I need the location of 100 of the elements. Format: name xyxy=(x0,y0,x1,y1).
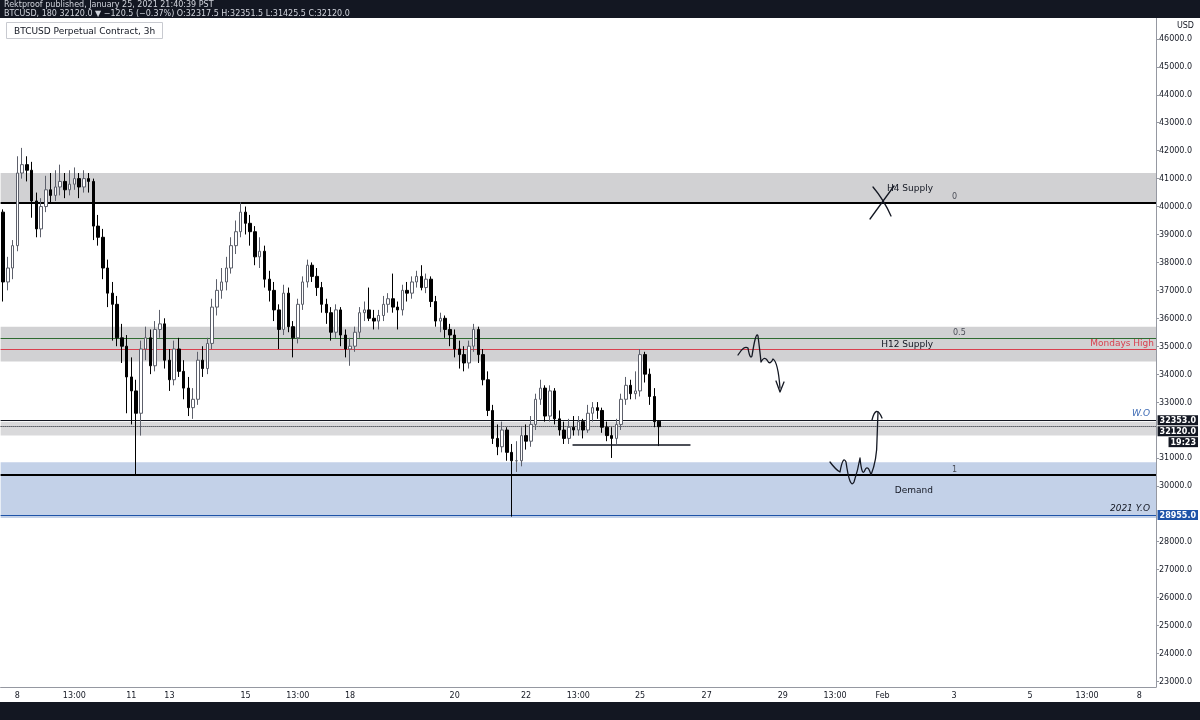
candlestick xyxy=(629,379,632,400)
band-label: H12 Supply xyxy=(881,339,934,350)
candlestick xyxy=(73,166,76,191)
x-tick-label: 25 xyxy=(635,690,646,700)
ref-line-label: 28955.0 xyxy=(1159,510,1197,520)
candlestick xyxy=(567,418,571,445)
candlestick xyxy=(581,418,585,439)
x-tick-label: 13 xyxy=(164,690,175,700)
candlestick xyxy=(68,169,71,196)
x-tick-label: 8 xyxy=(1136,690,1142,700)
candlestick xyxy=(77,172,81,199)
ref-line-label: 32353.0 xyxy=(1159,415,1197,425)
y-tick-label: 33000.0 xyxy=(1159,397,1193,407)
x-tick-label: 13:00 xyxy=(823,690,847,700)
band-label: Demand xyxy=(894,485,933,496)
candlestick xyxy=(339,306,342,347)
ref-line-label: 32120.0 xyxy=(1159,426,1197,436)
candlestick xyxy=(462,345,466,372)
candlestick xyxy=(63,172,67,199)
candlestick xyxy=(282,284,285,336)
annotation: W.O xyxy=(1131,407,1150,418)
candlestick xyxy=(187,376,190,417)
candlestick xyxy=(410,275,414,300)
candlestick xyxy=(439,312,442,333)
candlestick xyxy=(258,236,261,269)
x-tick-label: 15 xyxy=(240,690,251,700)
candlestick xyxy=(496,423,499,456)
x-tick-label: 22 xyxy=(520,690,532,700)
y-axis-title: USD xyxy=(1176,20,1194,30)
annotation: 1 xyxy=(952,464,958,474)
x-tick-label: 29 xyxy=(777,690,788,700)
candlestick xyxy=(539,379,542,406)
annotation: 0.5 xyxy=(953,327,966,337)
x-tick-label: Feb xyxy=(875,690,890,700)
candlestick xyxy=(520,426,523,467)
x-tick-label: 27 xyxy=(701,690,712,700)
candlestick xyxy=(306,259,309,289)
chart-subtitle: BTCUSD, 180 32120.0 ▼ −120.5 (−0.37%) O:32317.5 H:32351.5 L:31425.5 C:32120.0 xyxy=(4,9,351,18)
candlestick xyxy=(168,348,171,392)
candlestick xyxy=(401,284,404,316)
y-tick-label: 41000.0 xyxy=(1159,174,1193,184)
y-tick-label: 36000.0 xyxy=(1159,313,1193,323)
candlestick xyxy=(263,245,266,289)
y-tick-label: 44000.0 xyxy=(1159,90,1193,100)
y-tick-label: 30000.0 xyxy=(1159,481,1193,491)
candlestick xyxy=(172,340,176,386)
candlestick xyxy=(543,384,547,423)
x-tick-label: 13:00 xyxy=(286,690,310,700)
y-tick-label: 28000.0 xyxy=(1159,537,1193,547)
annotation: 2021 Y.O xyxy=(1109,502,1150,513)
x-tick-label: 13:00 xyxy=(566,690,590,700)
candlestick xyxy=(424,273,428,294)
x-tick-label: 13:00 xyxy=(62,690,86,700)
y-tick-label: 34000.0 xyxy=(1159,369,1193,379)
candlestick xyxy=(334,303,338,339)
y-tick-label: 24000.0 xyxy=(1159,648,1193,658)
ref-line-label: Mondays High xyxy=(1090,337,1154,348)
candlestick xyxy=(548,384,552,423)
band-label: H4 Supply xyxy=(886,182,934,193)
y-tick-label: 26000.0 xyxy=(1159,593,1193,603)
candlestick xyxy=(1,208,5,303)
y-tick-label: 46000.0 xyxy=(1159,34,1193,44)
candlestick xyxy=(363,301,366,322)
x-tick-label: 3 xyxy=(951,690,957,700)
candlestick xyxy=(405,281,409,303)
y-tick-label: 39000.0 xyxy=(1159,229,1193,239)
candlestick xyxy=(163,317,166,370)
text: Rektproof published, January 25, 2021 21:40:39 PST xyxy=(4,0,214,9)
candlestick xyxy=(344,328,347,358)
candlestick xyxy=(420,264,423,291)
candlestick xyxy=(82,169,86,194)
y-tick-label: 45000.0 xyxy=(1159,62,1193,72)
x-tick-label: 8 xyxy=(14,690,20,700)
candlestick xyxy=(87,172,90,194)
x-tick-label: 5 xyxy=(1027,690,1033,700)
y-tick-label: 37000.0 xyxy=(1159,285,1193,295)
text: BTCUSD Perpetual Contract, 3h xyxy=(14,25,156,36)
y-tick-label: 42000.0 xyxy=(1159,146,1193,156)
candlestick xyxy=(586,404,590,434)
x-tick-label: 18 xyxy=(344,690,356,700)
candlestick xyxy=(577,415,580,437)
candlestick xyxy=(500,421,504,453)
y-tick-label: 43000.0 xyxy=(1159,118,1193,128)
y-tick-label: 40000.0 xyxy=(1159,202,1193,212)
y-tick-label: 38000.0 xyxy=(1159,257,1193,267)
candlestick xyxy=(515,440,518,473)
y-tick-label: 35000.0 xyxy=(1159,341,1193,351)
y-tick-label: 27000.0 xyxy=(1159,565,1193,575)
candlestick xyxy=(377,309,380,330)
candlestick xyxy=(524,423,528,451)
candlestick xyxy=(638,348,642,397)
text: 19:23 xyxy=(1170,437,1196,447)
x-tick-label: 13:00 xyxy=(1075,690,1099,700)
candlestick xyxy=(149,328,152,375)
candlestick xyxy=(201,345,204,378)
y-tick-label: 23000.0 xyxy=(1159,676,1193,686)
y-tick-label: 31000.0 xyxy=(1159,453,1193,463)
x-tick-label: 20 xyxy=(449,690,460,700)
annotation: 0 xyxy=(952,191,958,201)
x-tick-label: 11 xyxy=(126,690,137,700)
